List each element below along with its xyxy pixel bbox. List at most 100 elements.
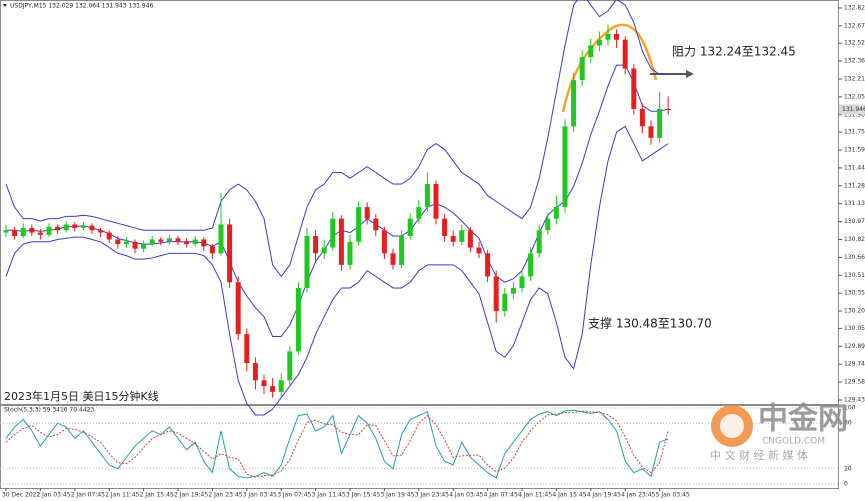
x-tick-label: 5 Jan 03:45 <box>656 492 690 499</box>
candle-body <box>106 232 112 240</box>
candle-body <box>123 241 129 245</box>
candle-body <box>450 236 456 242</box>
candle-body <box>278 380 284 392</box>
y-tick-label: 131.440 <box>844 164 865 171</box>
candle-body <box>201 239 207 247</box>
y-tick-label: 129.585 <box>844 379 865 386</box>
candle-body <box>46 226 52 235</box>
x-tick-label: 3 Jan 15:45 <box>346 492 380 499</box>
candle-body <box>657 108 663 138</box>
y-tick-label: 131.130 <box>844 200 865 207</box>
candle-body <box>37 232 43 235</box>
candle-body <box>373 218 379 231</box>
candle-body <box>338 218 344 265</box>
candle-body <box>536 230 542 254</box>
x-tick-label: 4 Jan 03:45 <box>449 492 483 499</box>
bollinger-band <box>6 64 669 337</box>
x-tick-label: 4 Jan 11:45 <box>518 492 552 499</box>
x-tick-label: 2 Jan 11:45 <box>105 492 139 499</box>
x-tick-label: 4 Jan 07:45 <box>484 492 518 499</box>
y-tick-label: 130.820 <box>844 236 865 243</box>
y-tick-label: 132.365 <box>844 58 865 65</box>
title-icon <box>3 4 7 7</box>
candle-body <box>192 239 198 245</box>
main-panel <box>0 0 839 405</box>
candle-body <box>596 39 602 46</box>
candle-body <box>115 239 121 245</box>
candle-body <box>553 207 559 219</box>
y-tick-label: 129.895 <box>844 343 865 350</box>
y-tick-label: 130.050 <box>844 325 865 332</box>
candle-body <box>158 239 164 242</box>
y-tick-label: 131.750 <box>844 129 865 136</box>
candle-body <box>184 241 190 245</box>
candle-body <box>72 224 78 228</box>
candle-body <box>347 241 353 265</box>
candle-body <box>545 218 551 231</box>
y-tick-label: 132.670 <box>844 22 865 29</box>
candle-body <box>622 39 628 69</box>
y-tick-label: 100 <box>844 405 856 412</box>
candle-body <box>381 230 387 254</box>
x-tick-label: 2 Jan 07:45 <box>71 492 105 499</box>
stoch-panel <box>0 405 839 489</box>
y-tick-label: 132.825 <box>844 4 865 11</box>
y-tick-label: 130.200 <box>844 308 865 315</box>
x-tick-label: 4 Jan 23:45 <box>621 492 655 499</box>
candle-body <box>252 363 258 381</box>
y-tick-label: 20 <box>844 465 852 472</box>
y-tick-label: 130.665 <box>844 254 865 261</box>
last-price-box <box>839 104 865 115</box>
logo-inner <box>720 414 744 438</box>
brand: 中金网 <box>758 402 848 437</box>
x-tick-label: 2 Jan 23:45 <box>208 492 242 499</box>
candle-body <box>20 227 26 237</box>
candle-body <box>605 33 611 40</box>
candle-body <box>407 218 413 237</box>
candle-body <box>244 334 250 364</box>
candle-body <box>55 226 61 231</box>
candle-body <box>149 239 155 245</box>
caption: 2023年1月5日 美日15分钟K线 <box>4 389 159 403</box>
candle-body <box>218 224 224 254</box>
candle-body <box>433 184 439 219</box>
trend-arc <box>561 23 658 113</box>
x-tick-label: 2 Jan 03:45 <box>36 492 70 499</box>
candle-body <box>519 276 525 288</box>
last-price-label: 131.946 <box>842 106 865 113</box>
candle-body <box>399 236 405 265</box>
candle-body <box>510 287 516 294</box>
candle-body <box>631 68 637 109</box>
candle-body <box>493 276 499 312</box>
x-tick-label: 3 Jan 07:45 <box>277 492 311 499</box>
candle-body <box>579 57 585 81</box>
candle-body <box>416 207 422 219</box>
x-tick-label: 3 Jan 19:45 <box>380 492 414 499</box>
bollinger-band <box>5 0 669 278</box>
candle-body <box>424 184 430 208</box>
annotation: 支撑 130.48至130.70 <box>588 316 712 331</box>
y-tick-label: 130.355 <box>844 290 865 297</box>
candle-body <box>356 207 362 242</box>
y-tick-label: 129.430 <box>844 396 865 403</box>
x-tick-label: 2 Jan 19:45 <box>174 492 208 499</box>
y-tick-label: 132.520 <box>844 40 865 47</box>
candle-body <box>209 246 215 254</box>
candle-body <box>665 108 671 110</box>
x-tick-label: 3 Jan 11:45 <box>312 492 346 499</box>
bollinger-band <box>5 125 669 416</box>
candle-body <box>295 287 301 352</box>
candle-body <box>562 126 568 208</box>
candle-body <box>528 253 534 277</box>
y-tick-label: 132.210 <box>844 75 865 82</box>
candle-body <box>287 351 293 381</box>
candle-body <box>442 218 448 237</box>
x-tick-label: 30 Dec 2022 <box>2 492 41 499</box>
candle-body <box>467 230 473 248</box>
x-tick-label: 3 Jan 23:45 <box>415 492 449 499</box>
candle-body <box>175 238 181 242</box>
candle-body <box>3 230 9 233</box>
y-tick-label: 132.055 <box>844 93 865 100</box>
candle-body <box>476 247 482 254</box>
